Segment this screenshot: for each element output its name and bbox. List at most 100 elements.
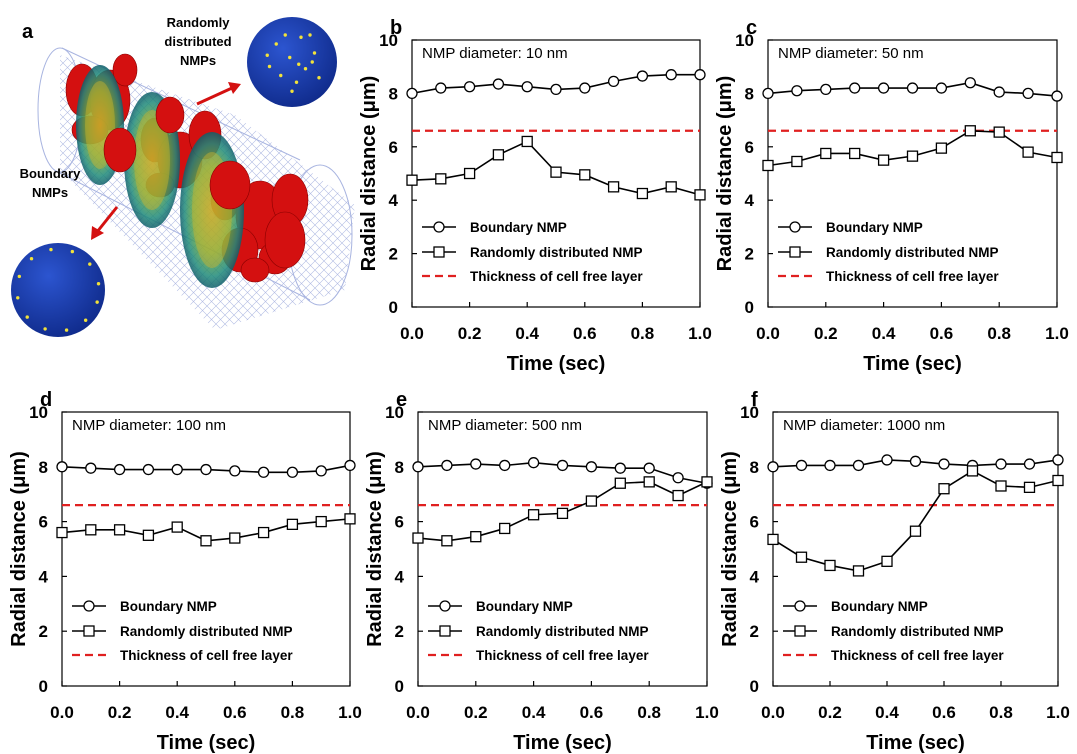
y-tick-label: 10	[740, 403, 759, 422]
random-nmp-point	[795, 551, 808, 563]
nmp-particle	[297, 62, 301, 66]
nmp-diameter-annotation: NMP diameter: 500 nm	[428, 417, 582, 434]
random-nmp-point	[344, 513, 356, 525]
random-nmp-point	[171, 521, 183, 533]
boundary-nmp-point	[993, 86, 1005, 98]
boundary-nmp-point	[556, 459, 569, 472]
x-tick-label: 0.6	[930, 324, 954, 343]
legend: Boundary NMP Randomly distributed NMP Thic…	[428, 599, 649, 663]
legend-boundary-marker	[433, 221, 445, 233]
x-tick-label: 0.2	[458, 324, 482, 343]
nmp-particle	[303, 67, 308, 71]
legend-boundary-marker	[439, 600, 451, 612]
random-nmp-point	[556, 507, 569, 520]
label-boundary-nmps: Boundary NMPs	[20, 166, 81, 200]
chart-panel-c: c 0 2 4 6 8 10 0.0 0.2 0.4 0.6 0.8 1.0 Time (sec) Radi…	[714, 17, 1069, 375]
x-tick-label: 1.0	[1045, 324, 1069, 343]
boundary-nmp-point	[113, 463, 126, 476]
y-tick-label: 10	[29, 403, 48, 422]
nmp-particle	[299, 35, 303, 39]
nmp-schematic-illustration: a	[11, 15, 355, 337]
nmp-particle	[17, 274, 22, 279]
random-nmp-point	[229, 532, 241, 544]
random-nmp-point	[441, 535, 453, 547]
random-nmp-point	[906, 150, 919, 162]
boundary-nmp-point	[694, 69, 706, 81]
boundary-nmp-point	[492, 78, 505, 90]
boundary-nmp-point	[412, 461, 424, 473]
chart-panel-e: e 0 2 4 6 8 10 0.0 0.2 0.4 0.6 0.8 1.0 Time (sec) Radi…	[364, 389, 719, 754]
random-nmp-point	[463, 167, 476, 180]
boundary-nmp-point	[795, 459, 808, 472]
x-tick-label: 0.6	[573, 324, 597, 343]
nmp-particle	[279, 73, 283, 78]
plot-frame	[411, 39, 701, 308]
x-tick-label: 0.4	[875, 703, 899, 722]
plot-frame	[772, 411, 1059, 687]
random-nmp-point	[852, 565, 865, 577]
random-nmp-point	[881, 555, 893, 567]
x-tick-label: 0.0	[406, 703, 430, 722]
nmp-particle	[308, 33, 312, 37]
x-tick-label: 0.0	[50, 703, 74, 722]
legend-boundary-marker	[789, 221, 801, 233]
x-tick-label: 0.4	[165, 703, 189, 722]
boundary-nmp-point	[614, 462, 626, 474]
nmp-particle	[317, 76, 321, 80]
legend-boundary-label: Boundary NMP	[470, 220, 567, 235]
legend-random-marker	[439, 625, 451, 637]
boundary-nmp-point	[820, 83, 832, 96]
nmp-particle	[83, 318, 88, 322]
legend-boundary-label: Boundary NMP	[826, 220, 923, 235]
boundary-nmp-point	[643, 462, 655, 474]
y-tick-label: 8	[745, 84, 754, 103]
boundary-nmp-point	[499, 459, 511, 472]
boundary-nmp-point	[435, 82, 447, 94]
series-line-random	[772, 469, 1059, 572]
random-nmp-point	[85, 524, 97, 536]
y-axis-label: Radial distance (μm)	[719, 451, 741, 647]
random-nmp-point	[966, 465, 979, 477]
boundary-nmp-point	[1023, 458, 1036, 470]
y-tick-label: 4	[750, 567, 760, 586]
panel-label-d: d	[40, 389, 52, 411]
y-tick-label: 2	[750, 622, 759, 641]
boundary-nmp-point	[636, 70, 649, 82]
nmp-particle	[312, 51, 317, 55]
nmp-particle	[29, 257, 34, 261]
boundary-nmp-point	[877, 82, 890, 94]
random-nmp-point	[665, 181, 677, 193]
legend-random-marker	[789, 246, 801, 258]
boundary-nmp-point	[200, 463, 212, 476]
boundary-nmp-point	[995, 458, 1007, 470]
panel-label-b: b	[390, 17, 402, 39]
boundary-nmp-point	[315, 465, 327, 477]
legend-cfl-label: Thickness of cell free layer	[476, 648, 649, 663]
x-axis-label: Time (sec)	[507, 353, 606, 375]
boundary-nmp-point	[1022, 87, 1034, 100]
y-tick-label: 2	[389, 245, 398, 264]
random-nmp-point	[909, 525, 922, 537]
y-tick-label: 4	[745, 191, 755, 210]
x-tick-label: 0.6	[580, 703, 604, 722]
y-tick-label: 6	[389, 138, 398, 157]
x-tick-label: 0.8	[281, 703, 305, 722]
plot-frame	[417, 411, 708, 687]
nmp-particle	[64, 328, 69, 332]
random-nmp-point	[993, 126, 1005, 138]
x-tick-label: 1.0	[1046, 703, 1070, 722]
random-nmp-point	[142, 529, 155, 541]
boundary-nmp-sphere	[11, 243, 105, 337]
nmp-particle	[274, 42, 278, 46]
boundary-nmp-point	[762, 87, 774, 100]
x-tick-label: 0.6	[223, 703, 247, 722]
random-nmp-point	[113, 524, 126, 536]
chart-panel-b: b 0 2 4 6 8 10 0.0 0.2 0.4 0.6 0.8 1.0 Time (sec) Radi…	[358, 17, 712, 375]
random-nmp-point	[672, 489, 684, 502]
legend-random-label: Randomly distributed NMP	[826, 245, 999, 260]
boundary-nmp-point	[938, 458, 950, 470]
random-nmp-point	[636, 187, 649, 200]
arrows	[91, 82, 241, 240]
random-nmp-point	[499, 522, 511, 535]
